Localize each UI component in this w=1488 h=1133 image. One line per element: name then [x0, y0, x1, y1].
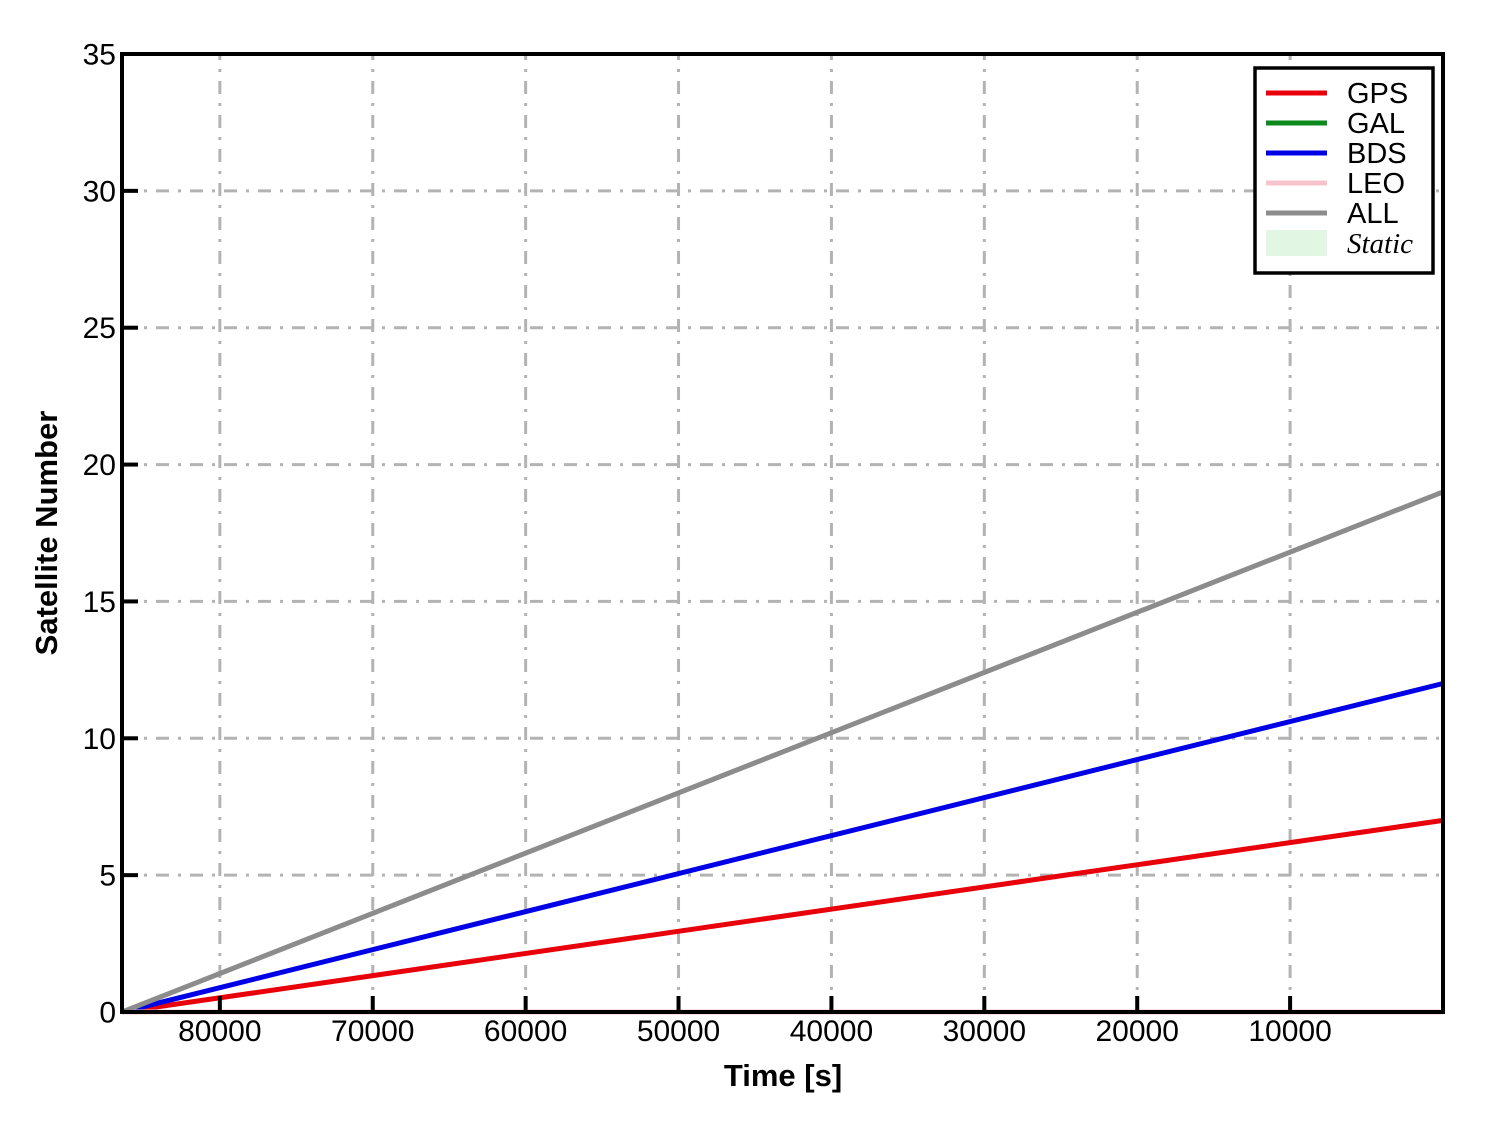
- y-tick-label-15: 15: [83, 586, 116, 619]
- y-tick-label-35: 35: [83, 39, 116, 72]
- x-tick-label-40000: 40000: [790, 1015, 873, 1048]
- legend-patch-sample-static: [1266, 230, 1327, 256]
- series-line-all: [121, 489, 1444, 1015]
- x-tick-label-80000: 80000: [178, 1015, 261, 1048]
- legend-label-all: ALL: [1347, 198, 1399, 230]
- x-axis-label: Time [s]: [724, 1058, 842, 1093]
- legend-label-gps: GPS: [1347, 78, 1408, 110]
- legend-item-all: ALL: [1266, 198, 1399, 230]
- legend-label-gal: GAL: [1347, 108, 1405, 140]
- x-tick-label-10000: 10000: [1248, 1015, 1331, 1048]
- x-tick-label-60000: 60000: [484, 1015, 567, 1048]
- gridlines: [122, 54, 1443, 1012]
- legend-label-leo: LEO: [1347, 168, 1405, 200]
- y-tick-label-20: 20: [83, 449, 116, 482]
- legend-item-gps: GPS: [1266, 78, 1408, 110]
- axes: [120, 52, 1445, 1014]
- legend-item-static: Static: [1266, 228, 1413, 260]
- y-tick-label-25: 25: [83, 312, 116, 345]
- legend-item-bds: BDS: [1266, 138, 1407, 170]
- x-tick-label-30000: 30000: [943, 1015, 1026, 1048]
- y-tick-label-30: 30: [83, 175, 116, 208]
- tick-marks: [122, 52, 1293, 1014]
- legend-item-leo: LEO: [1266, 168, 1405, 200]
- series-lines: [121, 489, 1444, 1015]
- plot-border: [120, 52, 1445, 1014]
- tick-labels: 80000 70000 60000 50000 40000 30000 20000 10000…: [83, 39, 1332, 1049]
- legend-label-static: Static: [1347, 228, 1413, 260]
- series-line-gps: [121, 817, 1444, 1015]
- x-tick-label-20000: 20000: [1095, 1015, 1178, 1048]
- x-tick-label-70000: 70000: [331, 1015, 414, 1048]
- y-tick-label-5: 5: [99, 860, 116, 893]
- y-axis-label: Satellite Number: [29, 411, 64, 656]
- legend-item-gal: GAL: [1266, 108, 1405, 140]
- x-tick-label-50000: 50000: [637, 1015, 720, 1048]
- legend-label-bds: BDS: [1347, 138, 1407, 170]
- y-tick-label-10: 10: [83, 723, 116, 756]
- y-tick-label-0: 0: [99, 997, 116, 1030]
- series-line-bds: [121, 681, 1444, 1015]
